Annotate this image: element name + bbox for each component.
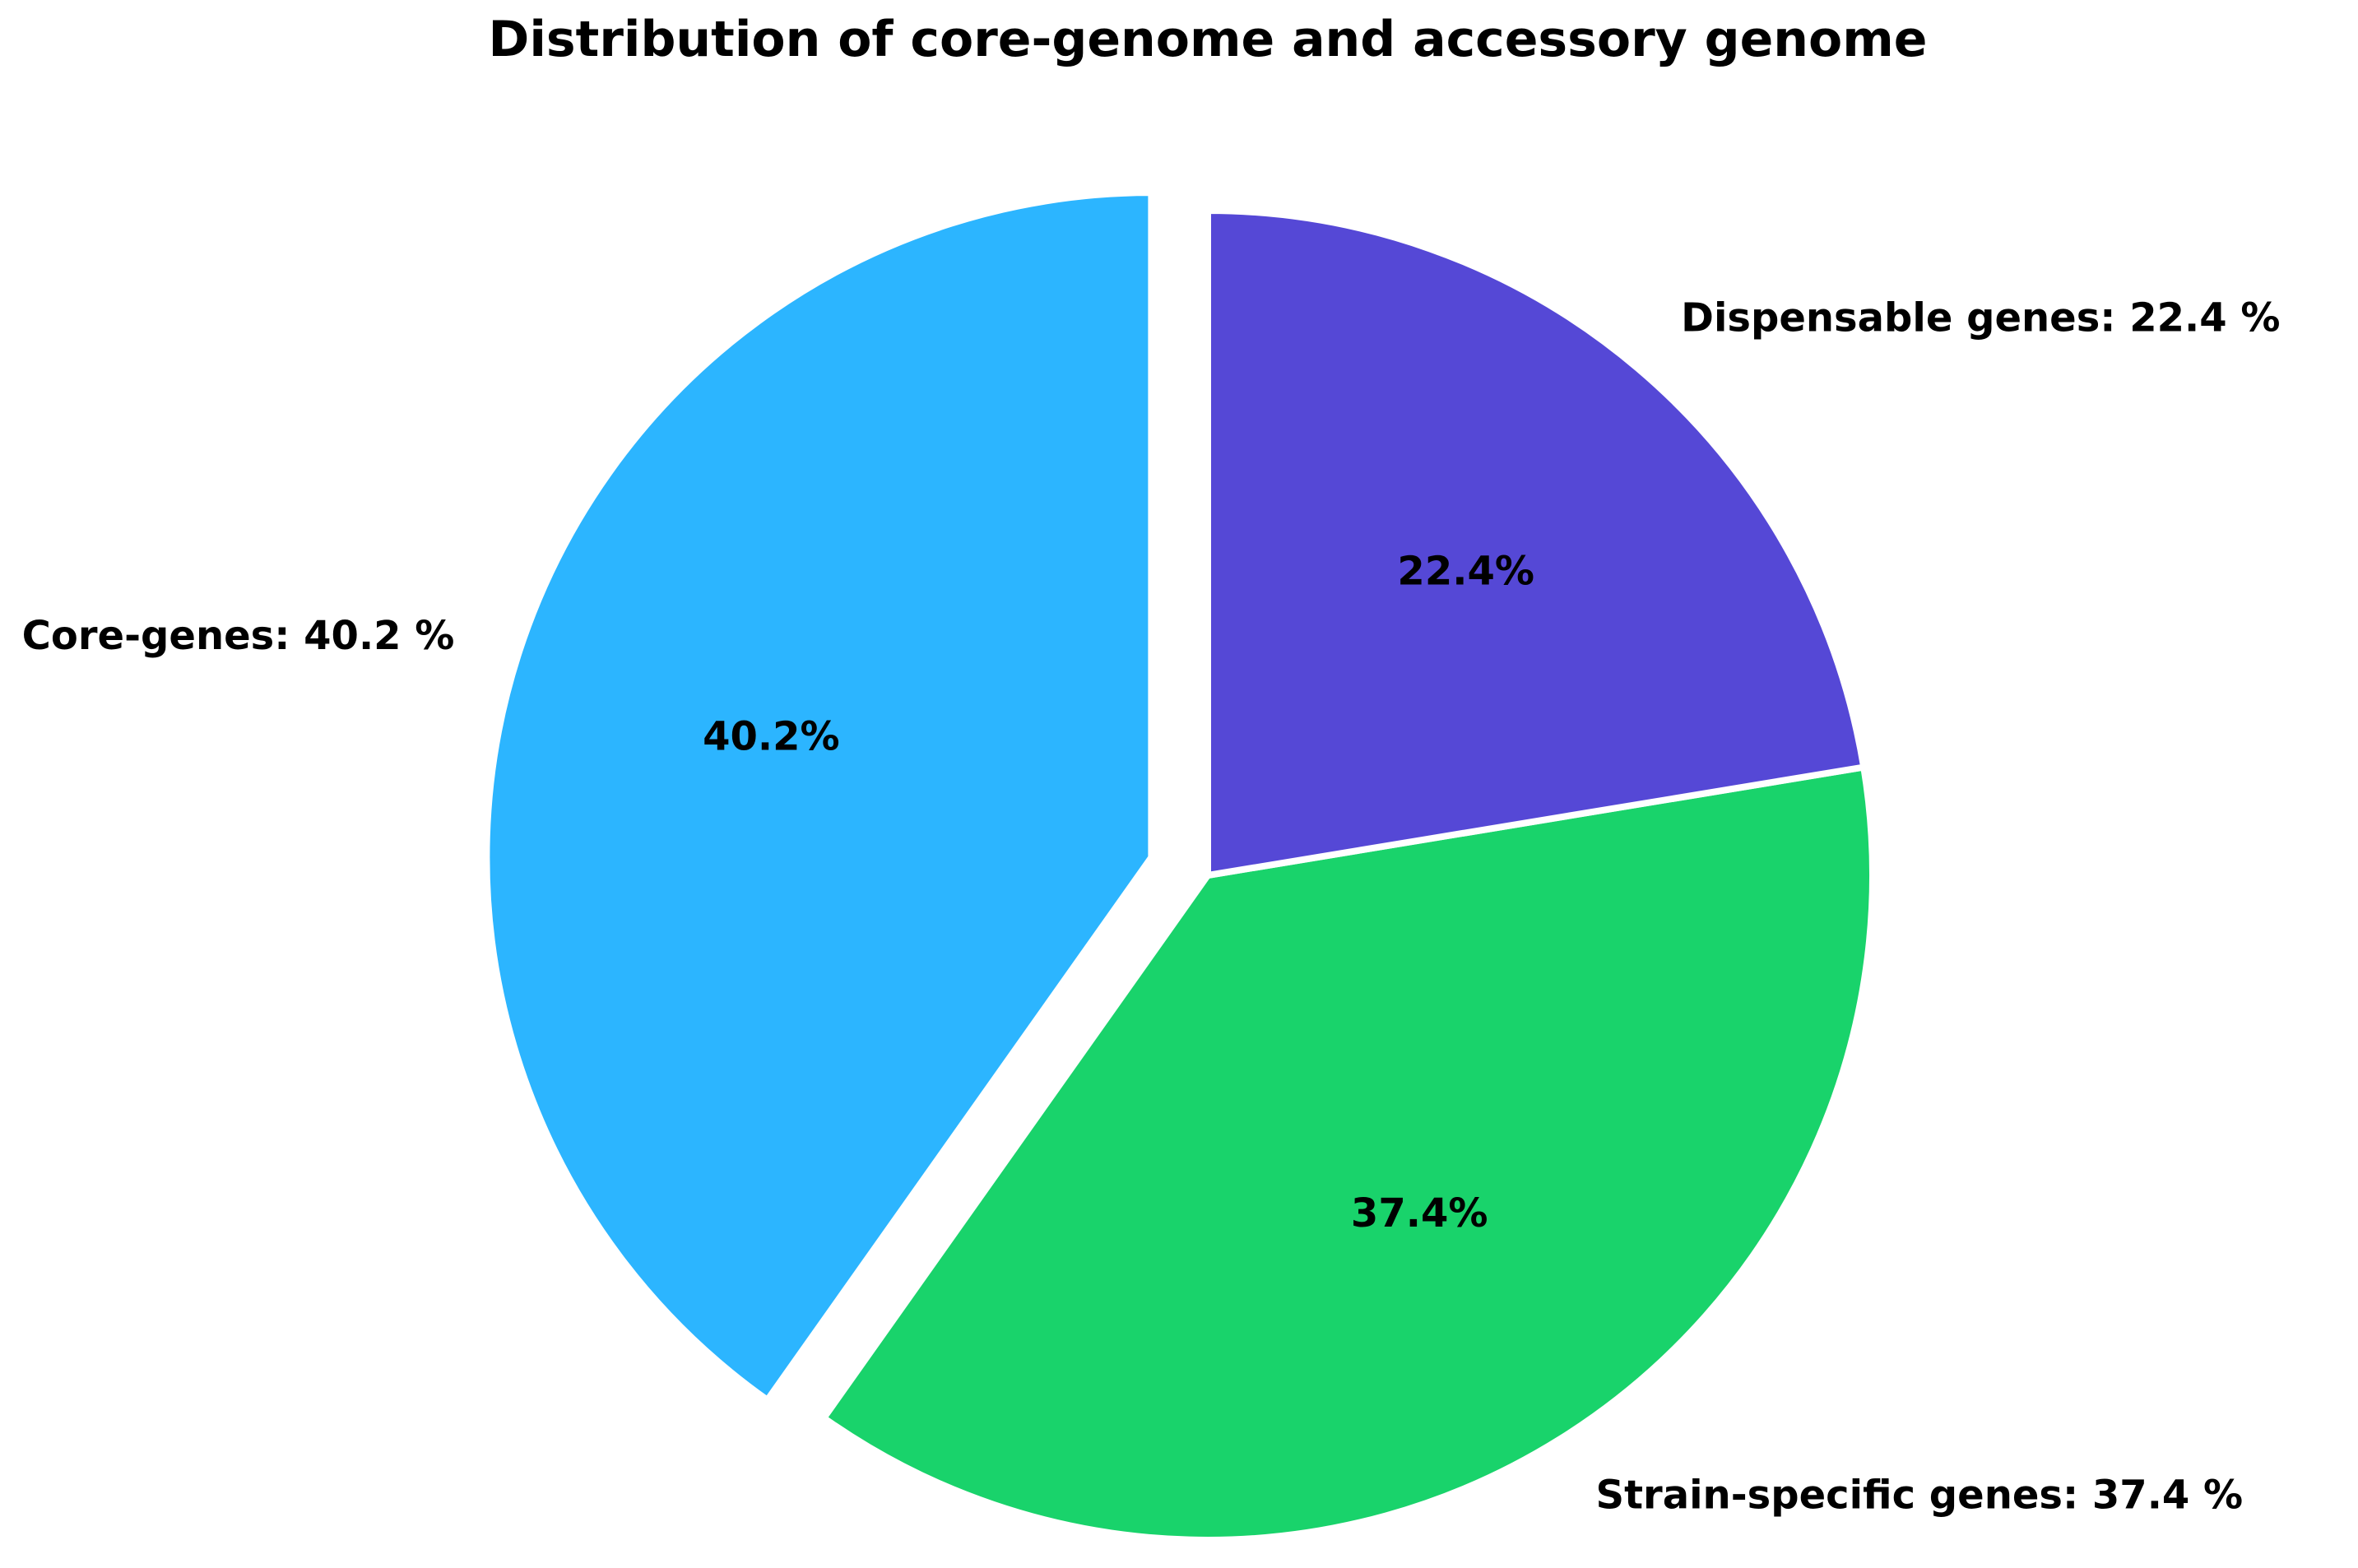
pie-labels: 40.2% Core-genes: 40.2 % 37.4% Strain-speci… [22,295,2281,1518]
pie-label-core-genes: Core-genes: 40.2 % [22,613,455,659]
pie-slices [483,189,1876,1543]
pie-slice-core-genes [483,189,1155,1403]
pie-pct-label-strain-specific-genes: 37.4% [1351,1190,1488,1236]
chart-title: Distribution of core-genome and accessor… [489,11,1928,68]
pie-label-dispensable-genes: Dispensable genes: 22.4 % [1681,295,2280,341]
pie-slice-strain-specific-genes [820,763,1876,1543]
pie-label-strain-specific-genes: Strain-specific genes: 37.4 % [1596,1472,2244,1518]
pie-slice-dispensable-genes [1205,207,1868,879]
pie-pct-label-dispensable-genes: 22.4% [1397,548,1534,594]
pie-pct-label-core-genes: 40.2% [703,713,840,759]
